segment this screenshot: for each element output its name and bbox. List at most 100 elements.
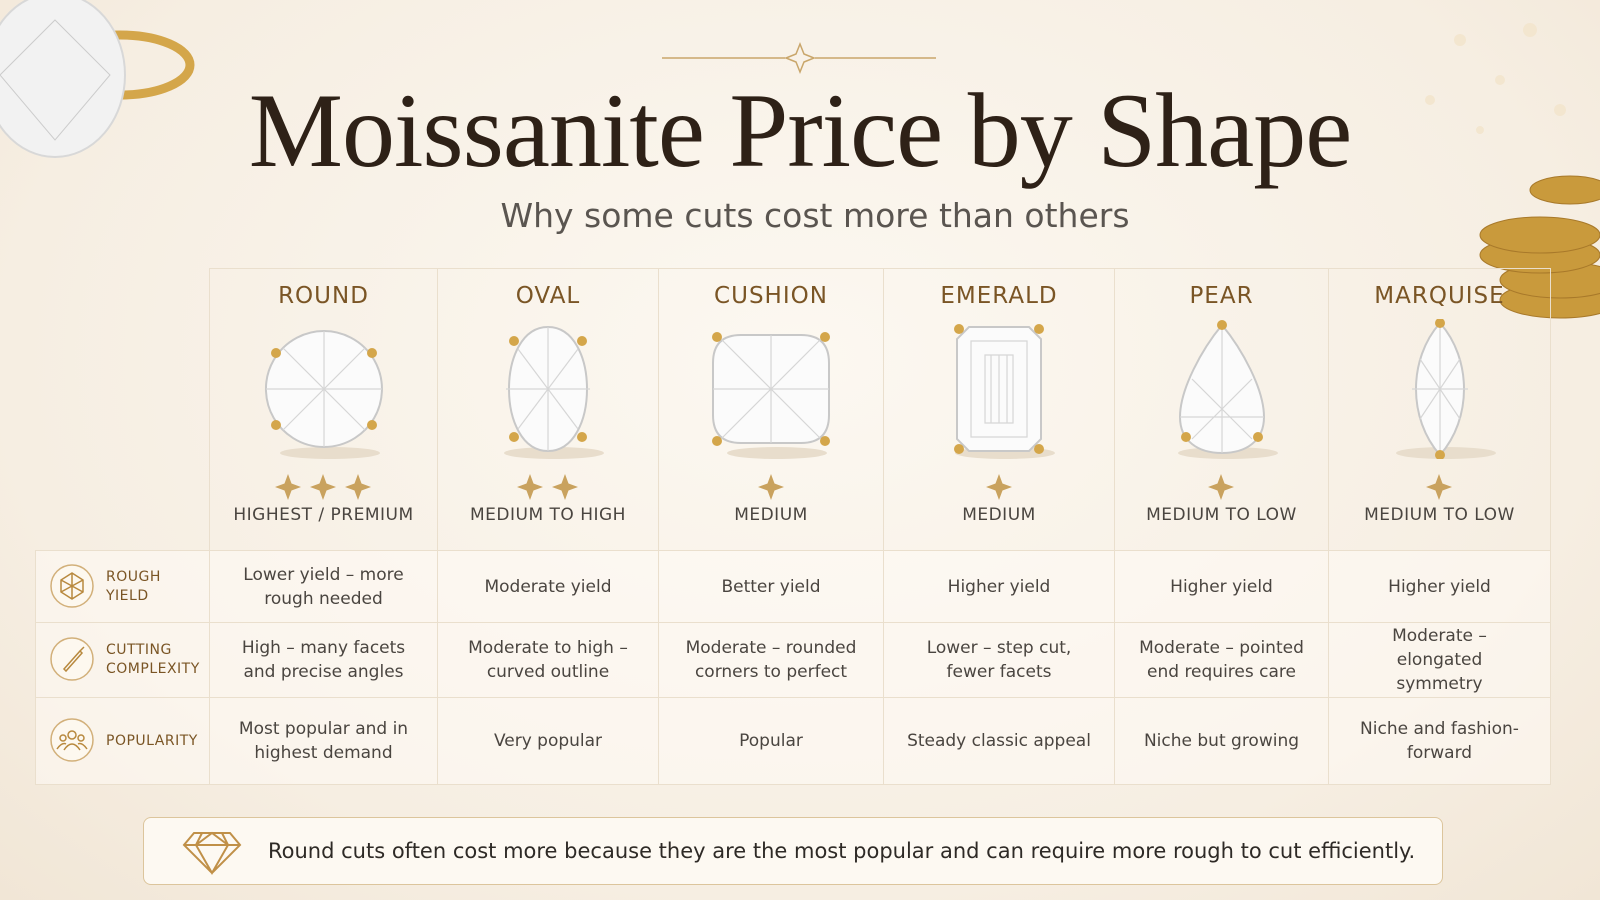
prong	[820, 332, 830, 342]
table-cell: Niche and fashion-forward	[1328, 697, 1551, 785]
prong	[1034, 444, 1044, 454]
prong	[712, 332, 722, 342]
table-cell: Niche but growing	[1114, 697, 1328, 785]
gem-shadow	[727, 447, 827, 459]
price-level: HIGHEST / PREMIUM	[233, 505, 414, 525]
table-cell: Higher yield	[883, 550, 1114, 622]
gem-image	[504, 325, 604, 459]
title: Moissanite Price by Shape	[248, 72, 1353, 189]
shape-name: ROUND	[278, 283, 369, 309]
prong	[509, 432, 519, 442]
table-cell: Better yield	[658, 550, 883, 622]
prong	[1434, 450, 1445, 459]
row-icon	[50, 563, 94, 608]
table-cell: Higher yield	[1328, 550, 1551, 622]
gem-facets	[713, 335, 829, 443]
gem-facets	[1179, 325, 1264, 453]
prong	[1252, 432, 1263, 442]
star-rating	[1426, 474, 1452, 500]
corner-blank	[35, 268, 209, 550]
table-cell: Lower – step cut, fewer facets	[883, 622, 1114, 697]
table-cell: Most popular and in highest demand	[209, 697, 437, 785]
gem-shadow	[504, 447, 604, 459]
shape-name: EMERALD	[940, 283, 1058, 309]
price-level: MEDIUM TO HIGH	[470, 505, 626, 525]
prong	[270, 348, 281, 358]
prong	[509, 336, 519, 346]
prong	[577, 336, 587, 346]
table-cell: Moderate – rounded corners to perfect	[658, 622, 883, 697]
star	[517, 474, 543, 500]
row-label-cell: CUTTING COMPLEXITY	[35, 622, 209, 697]
gem-image	[1395, 319, 1496, 459]
prong	[1034, 324, 1044, 334]
prong	[1434, 319, 1445, 328]
prong	[1216, 320, 1227, 330]
gem-facets	[506, 327, 590, 451]
table-cell: Steady classic appeal	[883, 697, 1114, 785]
star-rating	[985, 474, 1012, 500]
prong	[1180, 432, 1191, 442]
prong	[954, 444, 964, 454]
row-icon	[50, 637, 94, 681]
footer-note-box: Round cuts often cost more because they …	[143, 817, 1443, 885]
prong	[820, 436, 830, 446]
star	[1426, 474, 1452, 500]
table-cell: Lower yield – more rough needed	[209, 550, 437, 622]
prong	[577, 432, 587, 442]
row-label: CUTTING COMPLEXITY	[106, 642, 200, 677]
prong	[954, 324, 964, 334]
shape-name: OVAL	[515, 283, 581, 309]
star	[1208, 474, 1234, 500]
row-label: POPULARITY	[106, 732, 198, 749]
column-header: ROUND HIGHEST / PREMIUM	[209, 268, 437, 550]
column-header: CUSHION MEDIUM	[658, 268, 883, 550]
gem-image	[1177, 320, 1278, 459]
table-cell: Moderate – pointed end requires care	[1114, 622, 1328, 697]
footer-note: Round cuts often cost more because they …	[268, 839, 1416, 863]
star-rating	[275, 474, 371, 500]
shape-name: MARQUISE	[1374, 283, 1505, 309]
gem-shadow	[1395, 447, 1496, 459]
prong	[712, 436, 722, 446]
table-cell: Higher yield	[1114, 550, 1328, 622]
table-cell: Moderate yield	[437, 550, 658, 622]
gem-shadow	[279, 447, 380, 459]
table-cell: Moderate – elongated symmetry	[1328, 622, 1551, 697]
star-rating	[757, 474, 784, 500]
star-rating	[1208, 474, 1234, 500]
star	[275, 474, 301, 500]
star-rating	[517, 474, 578, 500]
price-level: MEDIUM	[734, 505, 808, 525]
star	[757, 474, 784, 500]
column-header: EMERALD MEDIUM	[883, 268, 1114, 550]
star	[310, 474, 336, 500]
column-header: PEAR MEDIUM TO LOW	[1114, 268, 1328, 550]
prong	[270, 420, 281, 430]
gem-facets	[1411, 323, 1468, 455]
gem-facets	[970, 340, 1028, 438]
star	[985, 474, 1012, 500]
star	[552, 474, 578, 500]
row-label-cell: POPULARITY	[35, 697, 209, 785]
gem-image	[954, 324, 1055, 459]
price-level: MEDIUM TO LOW	[1364, 505, 1515, 525]
column-header: OVAL MEDIUM TO HIGH	[437, 268, 658, 550]
subtitle: Why some cuts cost more than others	[500, 196, 1130, 235]
row-label-cell: ROUGH YIELD	[35, 550, 209, 622]
gem-image	[712, 332, 830, 459]
gem-facets	[265, 331, 382, 447]
price-level: MEDIUM	[962, 505, 1036, 525]
prong	[366, 348, 377, 358]
star	[345, 474, 371, 500]
shape-name: PEAR	[1189, 283, 1254, 309]
price-level: MEDIUM TO LOW	[1146, 505, 1297, 525]
table-cell: High – many facets and precise angles	[209, 622, 437, 697]
table-cell: Very popular	[437, 697, 658, 785]
comparison-table: ROUND HIGHEST / PREMIUM OVAL MEDIUM TO HIGH…	[35, 268, 1551, 785]
row-label: ROUGH YIELD	[106, 568, 161, 604]
table-cell: Moderate to high – curved outline	[437, 622, 658, 697]
diamond-icon	[182, 831, 242, 876]
